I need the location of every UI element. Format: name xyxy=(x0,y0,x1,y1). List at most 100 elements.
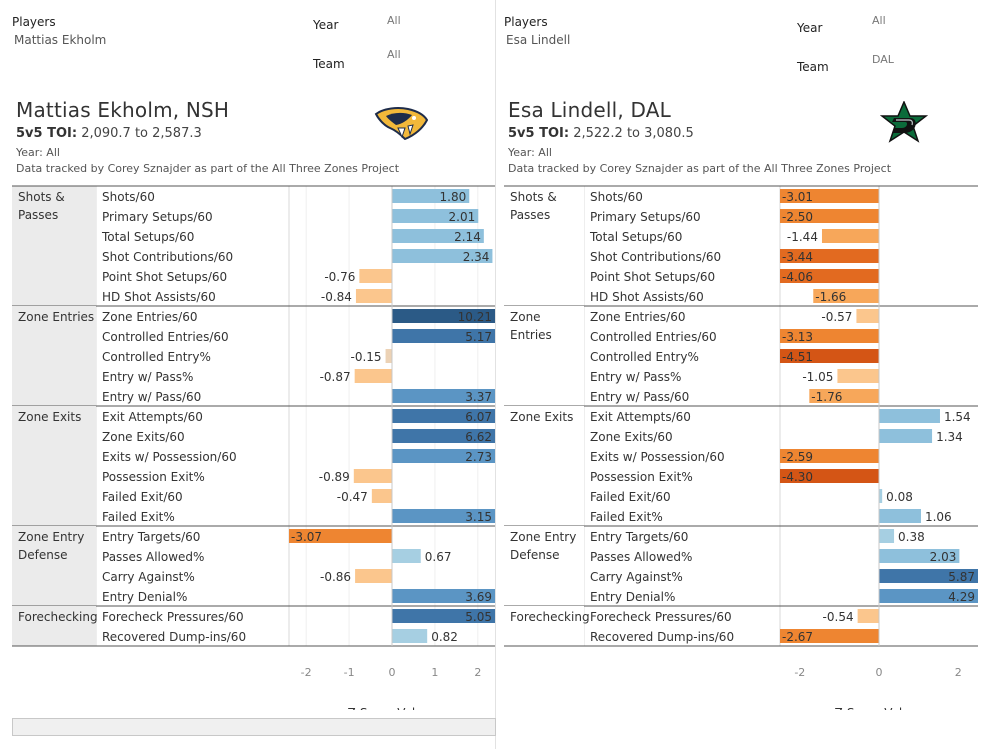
left-bar-forecheck-pressures-60 xyxy=(392,609,495,623)
left-row-label-zone-exits-60: Zone Exits/60 xyxy=(102,430,185,444)
left-value-label-forecheck-pressures-60: 5.05 xyxy=(465,610,492,624)
right-bar-zone-exits-60 xyxy=(879,429,933,443)
right-bar-entry-denial xyxy=(879,589,978,603)
left-bar-exit-attempts-60 xyxy=(392,409,495,423)
right-x-tick-label: 2 xyxy=(955,666,962,679)
left-bar-entry-w-pass-60 xyxy=(392,389,495,403)
right-team-select[interactable]: DAL xyxy=(872,53,894,66)
left-x-tick-label: -1 xyxy=(344,666,355,679)
right-bar-failed-exit-60 xyxy=(879,489,883,503)
right-row-label-carry-against: Carry Against% xyxy=(590,570,683,584)
left-bar-possession-exit xyxy=(353,469,392,483)
right-group-cell xyxy=(504,526,584,606)
right-group-label-zone-entry-defense: Zone Entry xyxy=(510,530,576,544)
left-row-label-exit-attempts-60: Exit Attempts/60 xyxy=(102,410,203,424)
left-value-label-controlled-entry: -0.15 xyxy=(351,350,382,364)
right-bar-entry-w-pass xyxy=(837,369,879,383)
left-bar-shot-contributions-60 xyxy=(392,249,493,263)
left-value-label-carry-against: -0.86 xyxy=(320,570,351,584)
right-bar-shots-60 xyxy=(780,189,879,203)
right-toi: 5v5 TOI: 2,522.2 to 3,080.5 xyxy=(508,126,694,141)
left-row-label-entry-w-pass-60: Entry w/ Pass/60 xyxy=(102,390,201,404)
right-row-label-shot-contributions-60: Shot Contributions/60 xyxy=(590,250,721,264)
left-value-label-controlled-entries-60: 5.17 xyxy=(465,330,492,344)
left-row-label-entry-denial: Entry Denial% xyxy=(102,590,187,604)
right-row-label-exits-w-possession-60: Exits w/ Possession/60 xyxy=(590,450,725,464)
right-value-label-shot-contributions-60: -3.44 xyxy=(782,250,813,264)
right-bar-total-setups-60 xyxy=(821,229,879,243)
panel-divider xyxy=(495,0,496,749)
right-bar-hd-shot-assists-60 xyxy=(813,289,879,303)
right-value-label-shots-60: -3.01 xyxy=(782,190,813,204)
left-bar-entry-w-pass xyxy=(354,369,392,383)
right-value-label-controlled-entry: -4.51 xyxy=(782,350,813,364)
left-row-label-controlled-entry: Controlled Entry% xyxy=(102,350,211,364)
right-row-label-zone-exits-60: Zone Exits/60 xyxy=(590,430,673,444)
left-x-tick-label: -2 xyxy=(301,666,312,679)
right-value-label-total-setups-60: -1.44 xyxy=(787,230,818,244)
left-year-select[interactable]: All xyxy=(387,14,401,27)
left-toi-value: 2,090.7 to 2,587.3 xyxy=(81,126,202,141)
right-row-label-exit-attempts-60: Exit Attempts/60 xyxy=(590,410,691,424)
left-group-cell xyxy=(12,406,96,526)
right-bar-entry-targets-60 xyxy=(879,529,895,543)
right-year-select[interactable]: All xyxy=(872,14,886,27)
right-value-label-zone-entries-60: -0.57 xyxy=(821,310,852,324)
left-team-label: Team xyxy=(313,57,345,71)
left-row-label-shot-contributions-60: Shot Contributions/60 xyxy=(102,250,233,264)
left-bar-shots-60 xyxy=(392,189,470,203)
right-row-label-controlled-entries-60: Controlled Entries/60 xyxy=(590,330,717,344)
left-row-label-point-shot-setups-60: Point Shot Setups/60 xyxy=(102,270,227,284)
right-bar-recovered-dump-ins-60 xyxy=(780,629,879,643)
right-group-label-zone-exits: Zone Exits xyxy=(510,410,573,424)
left-row-label-forecheck-pressures-60: Forecheck Pressures/60 xyxy=(102,610,244,624)
right-players-select[interactable]: Esa Lindell xyxy=(506,33,571,47)
left-credit: Data tracked by Corey Sznajder as part o… xyxy=(16,162,400,175)
left-value-label-entry-targets-60: -3.07 xyxy=(291,530,322,544)
left-player-title: Mattias Ekholm, NSH xyxy=(16,98,230,122)
right-bar-forecheck-pressures-60 xyxy=(857,609,879,623)
right-bar-passes-allowed xyxy=(879,549,960,563)
right-group-cell xyxy=(504,186,584,306)
right-zscore-chart: Shots & Passes Shots/60 -3.01 Primary Setups… xyxy=(504,185,978,710)
right-value-label-point-shot-setups-60: -4.06 xyxy=(782,270,813,284)
left-row-label-shots-60: Shots/60 xyxy=(102,190,155,204)
right-group-label-shots-passes: Passes xyxy=(510,208,550,222)
right-row-label-entry-denial: Entry Denial% xyxy=(590,590,675,604)
right-group-label-zone-entry-defense: Defense xyxy=(510,548,559,562)
left-team-select[interactable]: All xyxy=(387,48,401,61)
right-value-label-hd-shot-assists-60: -1.66 xyxy=(815,290,846,304)
right-bar-carry-against xyxy=(879,569,978,583)
right-bar-exit-attempts-60 xyxy=(879,409,940,423)
right-x-tick-label: -2 xyxy=(794,666,805,679)
left-bar-primary-setups-60 xyxy=(392,209,479,223)
right-row-label-failed-exit: Failed Exit% xyxy=(590,510,663,524)
right-bar-primary-setups-60 xyxy=(780,209,879,223)
right-row-label-passes-allowed: Passes Allowed% xyxy=(590,550,692,564)
left-value-label-passes-allowed: 0.67 xyxy=(425,550,452,564)
right-row-label-entry-targets-60: Entry Targets/60 xyxy=(590,530,688,544)
right-value-label-entry-w-pass-60: -1.76 xyxy=(811,390,842,404)
right-value-label-failed-exit: 1.06 xyxy=(925,510,952,524)
left-value-label-total-setups-60: 2.14 xyxy=(454,230,481,244)
left-bar-controlled-entries-60 xyxy=(392,329,495,343)
left-bar-zone-exits-60 xyxy=(392,429,495,443)
left-players-select[interactable]: Mattias Ekholm xyxy=(14,33,107,47)
left-value-label-possession-exit: -0.89 xyxy=(319,470,350,484)
left-row-label-recovered-dump-ins-60: Recovered Dump-ins/60 xyxy=(102,630,246,644)
right-value-label-forecheck-pressures-60: -0.54 xyxy=(823,610,854,624)
left-value-label-failed-exit-60: -0.47 xyxy=(337,490,368,504)
left-group-label-shots-passes: Passes xyxy=(18,208,58,222)
left-group-label-zone-entry-defense: Zone Entry xyxy=(18,530,84,544)
left-bar-entry-targets-60 xyxy=(289,529,392,543)
left-year-line: Year: All xyxy=(16,146,60,159)
left-players-label: Players xyxy=(12,15,56,29)
right-year-label: Year xyxy=(797,21,823,35)
right-x-tick-label: 0 xyxy=(876,666,883,679)
horizontal-scrollbar[interactable] xyxy=(12,718,496,736)
left-group-cell xyxy=(12,606,96,646)
left-group-cell xyxy=(12,186,96,306)
right-row-label-controlled-entry: Controlled Entry% xyxy=(590,350,699,364)
right-row-label-entry-w-pass: Entry w/ Pass% xyxy=(590,370,681,384)
right-value-label-primary-setups-60: -2.50 xyxy=(782,210,813,224)
